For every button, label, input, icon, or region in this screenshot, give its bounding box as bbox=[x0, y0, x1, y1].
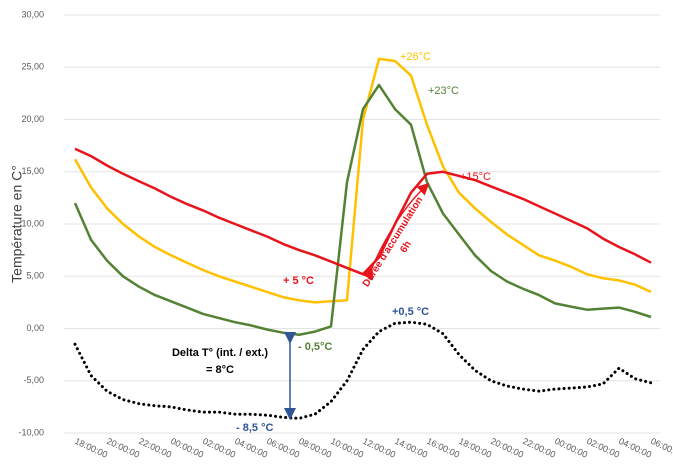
annotation: + 5 °C bbox=[283, 275, 314, 287]
x-tick-label: 12:00:00 bbox=[361, 436, 397, 460]
x-tick-label: 16:00:00 bbox=[425, 436, 461, 460]
x-tick-label: 02:00:00 bbox=[585, 436, 621, 460]
annotation: Durée d'accumulation bbox=[361, 195, 425, 289]
x-tick-label: 22:00:00 bbox=[521, 436, 557, 460]
x-tick-label: 04:00:00 bbox=[233, 436, 269, 460]
x-tick-label: 10:00:00 bbox=[329, 436, 365, 460]
series-line bbox=[73, 83, 652, 337]
annotation: = 8°C bbox=[206, 364, 234, 376]
x-axis: 18:00:0020:00:0022:00:0000:00:0002:00:00… bbox=[73, 436, 673, 460]
series-line bbox=[73, 57, 652, 304]
annotation: - 0,5°C bbox=[298, 341, 332, 353]
accumulation-arrow bbox=[362, 182, 430, 280]
annotation: +0,5 °C bbox=[392, 306, 429, 318]
x-tick-label: 06:00:00 bbox=[265, 436, 301, 460]
series-line bbox=[74, 147, 652, 276]
x-tick-label: 00:00:00 bbox=[169, 436, 205, 460]
annotation: Delta T° (int. / ext.) bbox=[172, 347, 268, 359]
y-axis-label: Température en C° bbox=[9, 165, 25, 283]
x-tick-label: 06:00:00 bbox=[649, 436, 673, 460]
x-tick-label: 08:00:00 bbox=[297, 436, 333, 460]
x-tick-label: 20:00:00 bbox=[489, 436, 525, 460]
y-tick-label: 25,00 bbox=[21, 62, 44, 72]
x-tick-label: 20:00:00 bbox=[105, 436, 141, 460]
x-tick-label: 04:00:00 bbox=[617, 436, 653, 460]
x-tick-label: 18:00:00 bbox=[73, 436, 109, 460]
annotation: +26°C bbox=[400, 51, 431, 63]
annotation: +15°C bbox=[460, 171, 491, 183]
grid: -10,00 -5,00 0,00 5,00 10,00 15,00 20,00 25,00 3… bbox=[18, 9, 660, 437]
y-tick-label: 30,00 bbox=[21, 9, 44, 19]
y-tick-label: 0,00 bbox=[26, 323, 44, 333]
annotation: +23°C bbox=[428, 85, 459, 97]
x-tick-label: 18:00:00 bbox=[457, 436, 493, 460]
x-tick-label: 02:00:00 bbox=[201, 436, 237, 460]
x-tick-label: 00:00:00 bbox=[553, 436, 589, 460]
y-tick-label: 5,00 bbox=[26, 271, 44, 281]
x-tick-label: 14:00:00 bbox=[393, 436, 429, 460]
x-tick-label: 22:00:00 bbox=[137, 436, 173, 460]
annotation: - 8,5 °C bbox=[236, 422, 273, 434]
y-tick-label: 20,00 bbox=[21, 114, 44, 124]
series-line bbox=[73, 320, 653, 420]
y-tick-label: -10,00 bbox=[18, 427, 44, 437]
y-tick-label: 15,00 bbox=[21, 166, 44, 176]
y-tick-label: 10,00 bbox=[21, 218, 44, 228]
y-tick-label: -5,00 bbox=[23, 375, 44, 385]
annotation: 6h bbox=[398, 239, 414, 255]
lines bbox=[73, 57, 653, 420]
